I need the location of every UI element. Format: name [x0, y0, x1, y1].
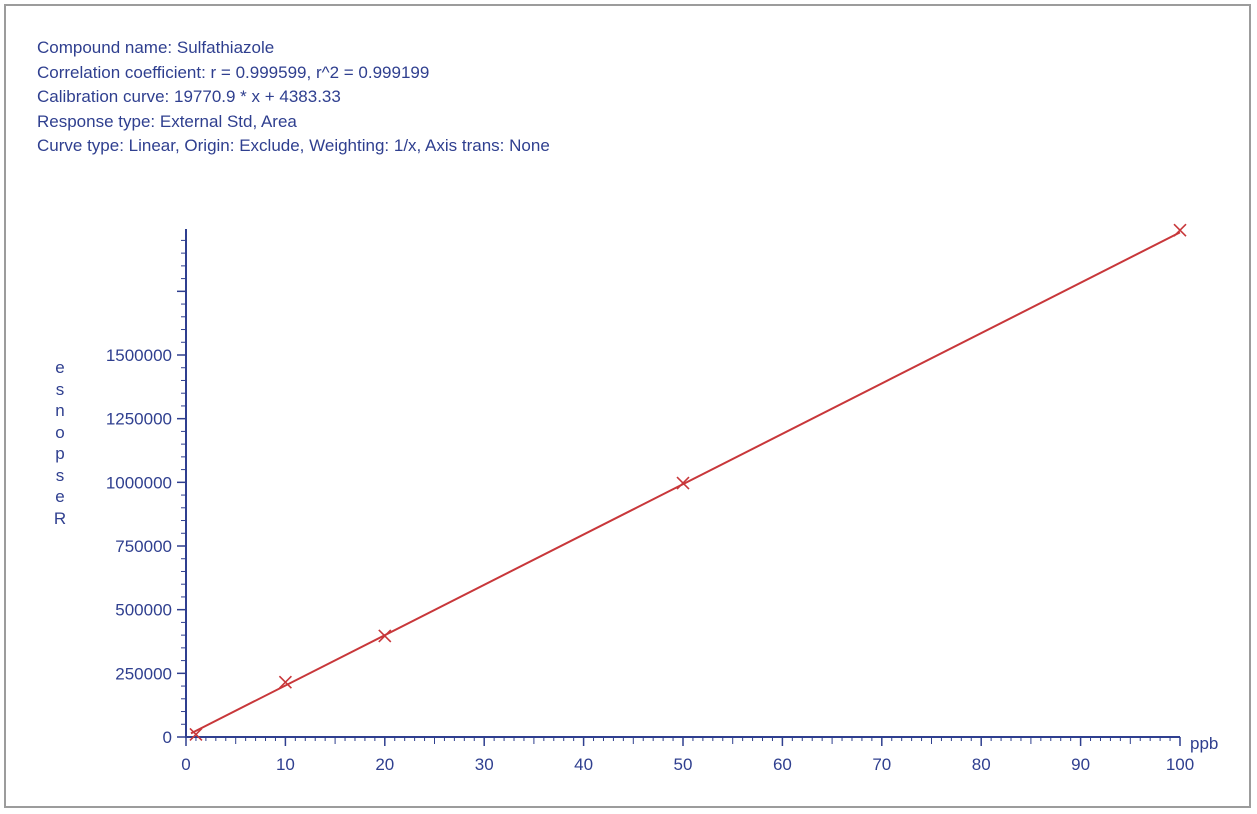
compound-name-line: Compound name: Sulfathiazole — [37, 38, 275, 57]
marker-stroke — [1173, 223, 1187, 237]
y-axis-label-char: n — [55, 401, 65, 420]
correlation-line: Correlation coefficient: r = 0.999599, r… — [37, 62, 430, 82]
y-axis-label-char: e — [55, 487, 65, 506]
marker-stroke — [676, 476, 690, 490]
x-tick-label: 40 — [574, 755, 593, 774]
curve-type-line: Curve type: Linear, Origin: Exclude, Wei… — [37, 136, 550, 155]
x-tick-label: 0 — [181, 755, 190, 774]
data-point-marker — [378, 629, 392, 643]
y-axis-label-char: e — [55, 358, 65, 377]
response-type-line: Response type: External Std, Area — [37, 111, 297, 131]
data-point-marker — [676, 476, 690, 490]
x-tick-label: 70 — [872, 755, 891, 774]
y-tick-label: 250000 — [115, 664, 172, 683]
y-axis-label: e s n o p s e R — [50, 357, 70, 529]
x-tick-label: 30 — [475, 755, 494, 774]
x-tick-label: 20 — [375, 755, 394, 774]
marker-stroke — [378, 629, 392, 643]
y-tick-label: 500000 — [115, 601, 172, 620]
x-tick-label: 50 — [674, 755, 693, 774]
y-tick-label: 750000 — [115, 537, 172, 556]
y-axis-label-char: s — [55, 379, 65, 399]
marker-stroke — [189, 727, 203, 742]
x-tick-label: 80 — [972, 755, 991, 774]
x-tick-label: 90 — [1071, 755, 1090, 774]
y-tick-label: 1000000 — [106, 473, 172, 492]
y-axis-label-char: p — [55, 444, 65, 463]
data-point-marker — [189, 727, 203, 742]
y-axis-label-char: o — [55, 422, 65, 442]
calibration-fit-line — [190, 231, 1181, 735]
y-tick-label: 0 — [163, 728, 172, 747]
y-axis-label-char: R — [53, 508, 67, 528]
x-tick-label: 10 — [276, 755, 295, 774]
y-tick-label: 1250000 — [106, 410, 172, 429]
calibration-curve-line: Calibration curve: 19770.9 * x + 4383.33 — [37, 87, 341, 106]
data-point-marker — [278, 675, 292, 689]
x-tick-label: 60 — [773, 755, 792, 774]
y-axis-label-char: s — [55, 465, 65, 485]
data-point-marker — [1173, 223, 1187, 237]
marker-stroke — [278, 675, 292, 689]
y-tick-label: 1500000 — [106, 346, 172, 365]
x-tick-label: 100 — [1166, 755, 1194, 774]
x-axis-label: ppb — [1190, 734, 1218, 753]
chart-frame — [4, 4, 1251, 808]
calibration-info: Compound name: Sulfathiazole Correlation… — [37, 36, 550, 159]
